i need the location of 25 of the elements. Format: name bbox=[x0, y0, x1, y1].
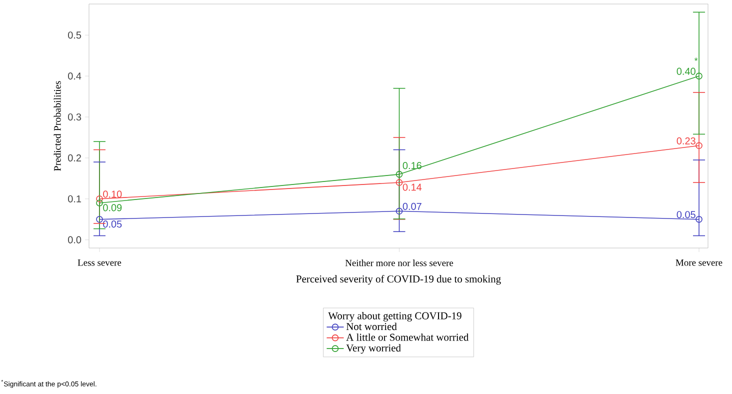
legend-label: Very worried bbox=[346, 344, 401, 354]
data-label: 0.05 bbox=[103, 220, 122, 228]
data-label: 0.14 bbox=[402, 184, 422, 191]
y-axis-title: Predicted Probabilities bbox=[54, 81, 61, 171]
x-tick-label: Neither more nor less severe bbox=[345, 260, 454, 266]
data-label: 0.05 bbox=[676, 211, 696, 218]
x-tick-label: Less severe bbox=[78, 260, 122, 266]
legend-title: Worry about getting COVID-19 bbox=[328, 312, 462, 322]
legend-label: Not worried bbox=[346, 322, 397, 330]
data-label: 0.16 bbox=[402, 162, 422, 170]
legend-label: A little or Somewhat worried bbox=[346, 333, 469, 341]
data-label: 0.23 bbox=[676, 137, 696, 144]
data-label: 0.09 bbox=[103, 204, 122, 212]
x-tick-label: More severe bbox=[676, 260, 722, 266]
annotation: * bbox=[694, 58, 698, 61]
data-label: 0.07 bbox=[402, 202, 422, 210]
data-label: 0.10 bbox=[103, 190, 122, 198]
y-tick-label: 0.3 bbox=[68, 113, 82, 121]
y-tick-label: 0.2 bbox=[68, 154, 81, 162]
y-tick-label: 0.5 bbox=[68, 32, 82, 39]
y-tick-label: 0.4 bbox=[68, 72, 82, 80]
y-tick-label: 0.0 bbox=[68, 236, 82, 244]
data-label: 0.40 bbox=[676, 68, 696, 75]
x-axis-title: Perceived severity of COVID-19 due to smoking bbox=[296, 275, 501, 285]
y-tick-label: 0.1 bbox=[68, 195, 82, 202]
